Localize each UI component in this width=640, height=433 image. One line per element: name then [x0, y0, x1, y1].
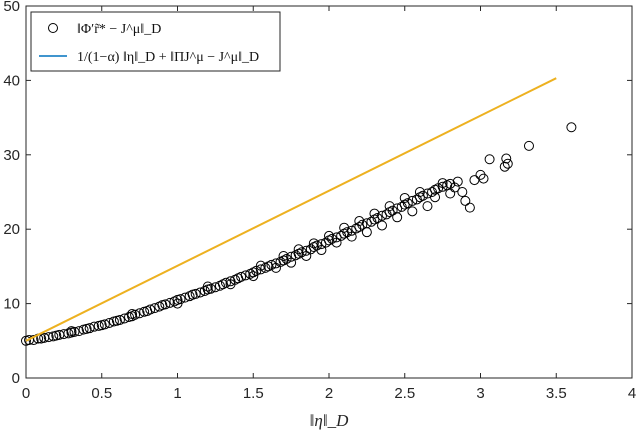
- data-point: [449, 182, 460, 193]
- data-point: [566, 122, 577, 133]
- data-point: [145, 304, 156, 315]
- data-point: [417, 190, 428, 201]
- data-point: [478, 173, 489, 184]
- x-tick-label: 0.5: [91, 385, 112, 402]
- data-point: [316, 245, 327, 256]
- data-point: [301, 250, 312, 261]
- legend-marker-circle-icon: [48, 23, 58, 33]
- data-point: [437, 178, 448, 189]
- x-tick-label: 1: [173, 385, 181, 402]
- x-tick-label: 1.5: [243, 385, 264, 402]
- x-tick-label: 3: [476, 385, 484, 402]
- data-point: [460, 195, 471, 206]
- data-point: [99, 319, 110, 330]
- data-point: [357, 219, 368, 230]
- data-point: [305, 244, 316, 255]
- data-point: [270, 262, 281, 273]
- data-point: [190, 288, 201, 299]
- data-point: [331, 237, 342, 248]
- x-axis: 0 0.5 1 1.5 2 2.5 3 3.5 4: [22, 6, 636, 402]
- data-point: [457, 187, 468, 197]
- data-point: [523, 140, 534, 151]
- data-point: [384, 201, 395, 212]
- legend: ‖Φ′r̃* − J^μ‖_D 1/(1−α) ‖η‖_D + ‖ΠJ^μ − …: [30, 11, 281, 72]
- data-point: [422, 201, 433, 212]
- data-point: [236, 271, 247, 282]
- data-point: [484, 154, 495, 165]
- data-point: [202, 281, 213, 292]
- x-axis-label: ‖η‖_D: [310, 411, 349, 430]
- data-point: [414, 187, 425, 197]
- data-point: [354, 216, 365, 227]
- y-axis: 0 10 20 30 40 50: [3, 0, 632, 387]
- data-point: [172, 298, 183, 309]
- data-point: [502, 158, 513, 169]
- data-point: [369, 208, 380, 219]
- data-point: [286, 257, 297, 268]
- data-point: [134, 308, 145, 319]
- data-point: [324, 230, 334, 241]
- data-point: [396, 201, 407, 212]
- data-point: [104, 317, 115, 328]
- data-point: [66, 326, 77, 337]
- y-tick-label: 20: [3, 221, 20, 238]
- y-tick-label: 40: [3, 72, 20, 89]
- data-point: [339, 222, 350, 233]
- y-tick-label: 10: [3, 296, 20, 313]
- data-point: [402, 198, 413, 209]
- legend-label-2: 1/(1−α) ‖η‖_D + ‖ΠJ^μ − J^μ‖_D: [77, 50, 259, 65]
- data-point: [499, 161, 510, 172]
- data-point: [160, 299, 171, 310]
- data-point: [377, 220, 388, 231]
- data-point: [501, 153, 512, 164]
- bound-line: [25, 77, 557, 342]
- data-point: [361, 227, 372, 238]
- data-point: [308, 238, 319, 249]
- data-point: [392, 212, 403, 223]
- data-point: [127, 309, 138, 320]
- data-point: [74, 326, 85, 337]
- y-tick-label: 30: [3, 147, 20, 164]
- data-point: [278, 250, 289, 261]
- data-point: [293, 244, 304, 255]
- data-point: [452, 176, 463, 187]
- data-point: [225, 279, 236, 290]
- y-tick-label: 0: [12, 370, 20, 387]
- data-point: [430, 192, 441, 203]
- data-point: [43, 332, 54, 343]
- x-tick-label: 3.5: [546, 385, 567, 402]
- data-point: [220, 277, 231, 288]
- x-tick-label: 2: [325, 385, 333, 402]
- data-point: [399, 192, 410, 203]
- data-point: [475, 169, 486, 180]
- data-point: [89, 321, 100, 332]
- x-tick-label: 4: [628, 385, 636, 402]
- y-tick-label: 50: [3, 0, 20, 15]
- data-point: [346, 231, 357, 242]
- data-point: [84, 323, 95, 334]
- data-point: [320, 237, 331, 248]
- data-point: [119, 313, 130, 324]
- data-point: [248, 271, 259, 282]
- legend-label-1: ‖Φ′r̃* − J^μ‖_D: [77, 22, 161, 37]
- legend-box: [30, 11, 281, 72]
- data-point: [464, 202, 475, 213]
- data-point: [427, 187, 438, 197]
- data-point: [407, 206, 418, 217]
- data-point: [114, 314, 125, 325]
- x-tick-label: 0: [22, 385, 30, 402]
- data-point: [255, 260, 266, 271]
- data-point: [411, 194, 422, 205]
- series-layer: [21, 77, 577, 346]
- data-point: [205, 283, 216, 294]
- x-tick-label: 2.5: [394, 385, 415, 402]
